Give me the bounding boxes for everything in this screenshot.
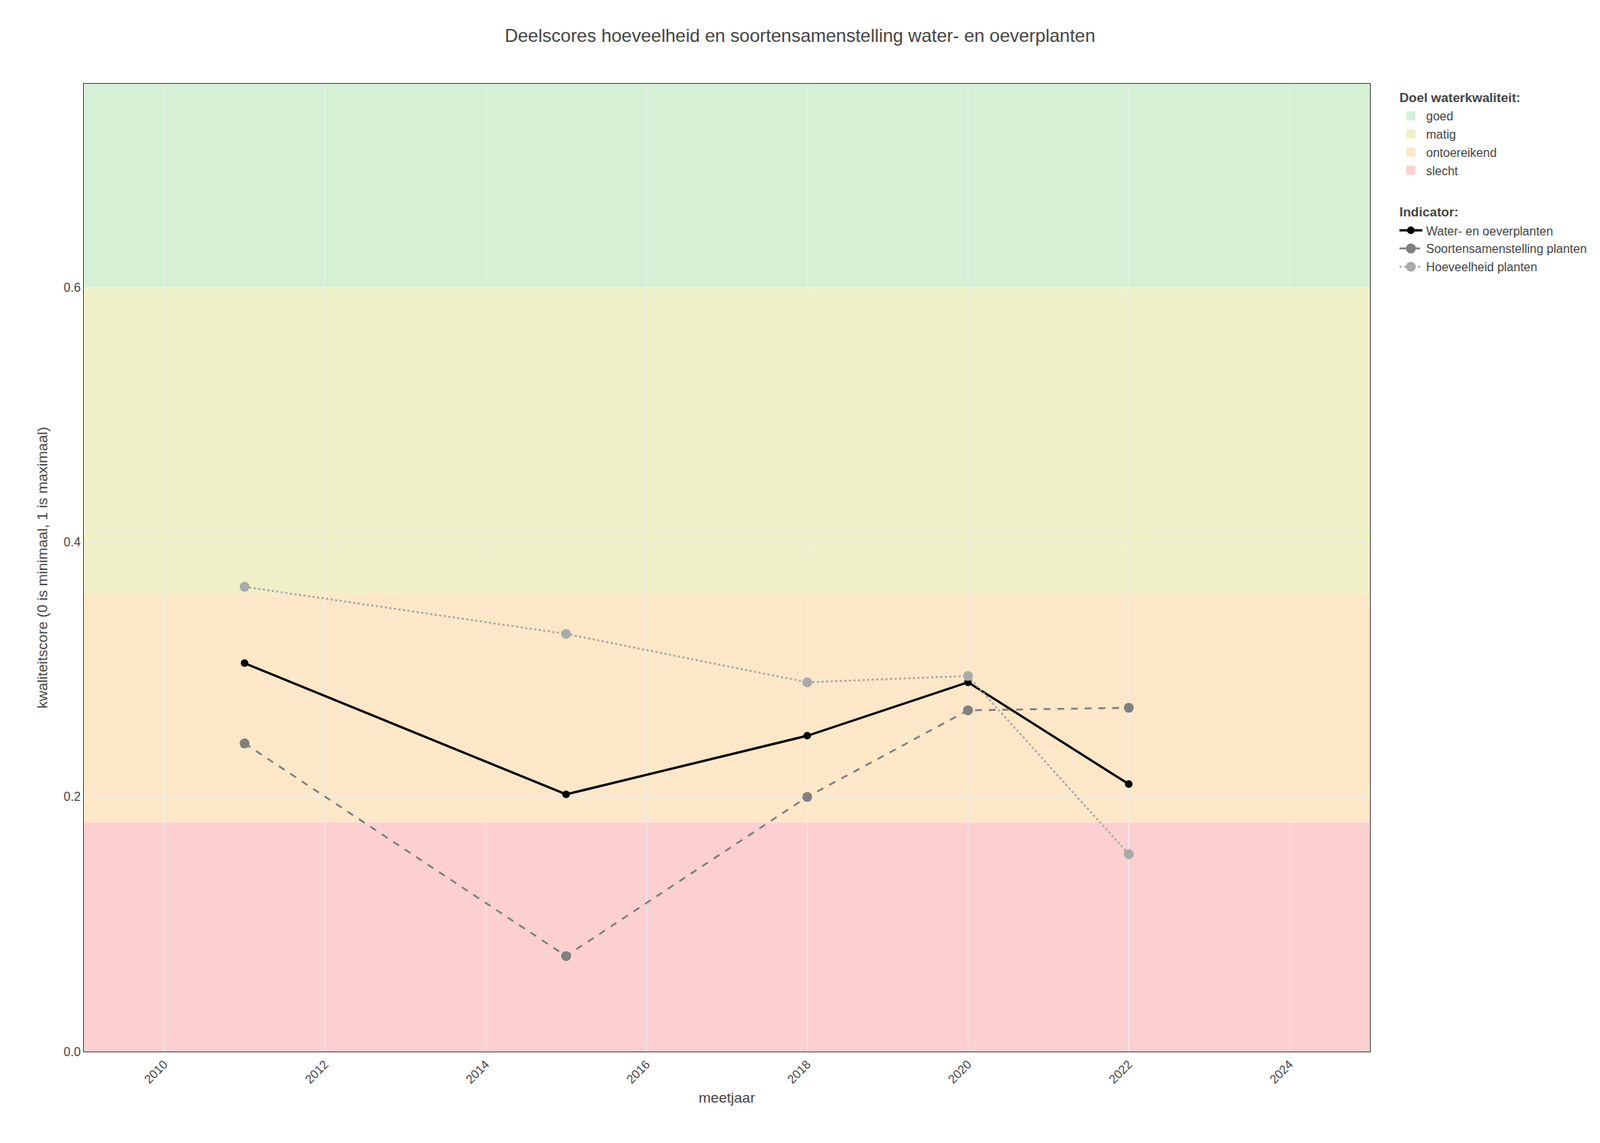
- svg-text:2022: 2022: [1106, 1057, 1135, 1086]
- svg-text:meetjaar: meetjaar: [698, 1089, 756, 1106]
- svg-text:2018: 2018: [784, 1057, 813, 1086]
- svg-text:2016: 2016: [624, 1057, 653, 1086]
- svg-text:0.6: 0.6: [64, 281, 81, 295]
- svg-text:slecht: slecht: [1426, 164, 1459, 178]
- svg-text:2014: 2014: [463, 1057, 492, 1086]
- svg-text:Hoeveelheid planten: Hoeveelheid planten: [1426, 260, 1538, 274]
- svg-text:Indicator:: Indicator:: [1399, 204, 1459, 220]
- svg-text:2010: 2010: [141, 1057, 170, 1086]
- svg-text:Water- en oeverplanten: Water- en oeverplanten: [1426, 224, 1554, 238]
- svg-text:goed: goed: [1426, 109, 1454, 123]
- svg-text:ontoereikend: ontoereikend: [1426, 146, 1498, 160]
- svg-text:Deelscores hoeveelheid en soor: Deelscores hoeveelheid en soortensamenst…: [504, 25, 1095, 46]
- svg-text:Doel waterkwaliteit:: Doel waterkwaliteit:: [1399, 90, 1521, 106]
- svg-text:Soortensamenstelling planten: Soortensamenstelling planten: [1426, 242, 1588, 256]
- svg-text:2024: 2024: [1267, 1057, 1296, 1086]
- svg-text:2012: 2012: [302, 1057, 331, 1086]
- svg-text:2020: 2020: [945, 1057, 974, 1086]
- svg-text:matig: matig: [1426, 128, 1456, 141]
- svg-text:0.0: 0.0: [64, 1045, 81, 1059]
- svg-text:0.2: 0.2: [64, 790, 81, 804]
- svg-text:kwaliteitscore (0 is minimaal,: kwaliteitscore (0 is minimaal, 1 is maxi…: [34, 426, 51, 709]
- svg-text:0.4: 0.4: [64, 535, 81, 549]
